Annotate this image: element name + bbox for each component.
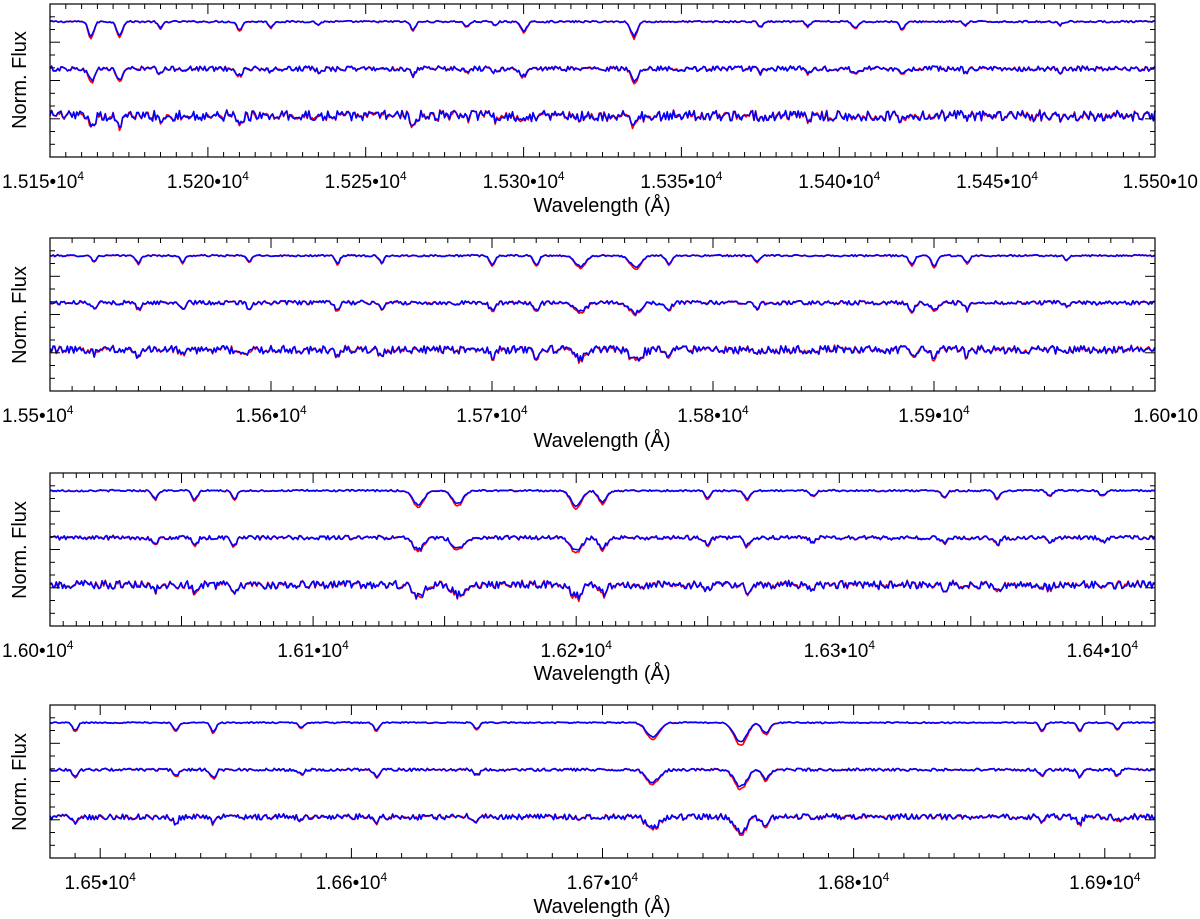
panel-1-frame bbox=[49, 3, 1156, 158]
panel-4-x-axis-label: Wavelength (Å) bbox=[533, 895, 670, 918]
x-tick-exponent: 4 bbox=[963, 403, 970, 417]
x-tick-label: 1.58•104 bbox=[677, 403, 749, 427]
model-spectrum-row-3 bbox=[49, 344, 1156, 362]
model-spectrum-row-1 bbox=[49, 253, 1156, 268]
panel-2-ticks: 1.55•104 1.56•104 1.57•104 1.58•104 1.59•104… bbox=[2, 237, 1198, 427]
x-tick-label: 1.68•104 bbox=[818, 870, 890, 894]
x-tick-exponent: 4 bbox=[129, 870, 136, 884]
x-tick-label: 1.525•104 bbox=[325, 169, 407, 193]
observed-spectrum-row-1 bbox=[49, 721, 1156, 746]
panel-1-model-spectra bbox=[49, 19, 1156, 129]
model-spectrum-row-1 bbox=[49, 721, 1156, 743]
panel-1-y-axis-label: Norm. Flux bbox=[9, 31, 31, 129]
panel-3-y-axis-label: Norm. Flux bbox=[9, 501, 31, 599]
x-tick-exponent: 4 bbox=[716, 169, 723, 183]
x-tick-exponent: 4 bbox=[883, 870, 890, 884]
x-tick-label: 1.62•104 bbox=[540, 638, 612, 662]
x-tick-exponent: 4 bbox=[742, 403, 749, 417]
model-spectrum-row-2 bbox=[49, 65, 1156, 83]
x-tick-exponent: 4 bbox=[521, 403, 528, 417]
panel-2-model-spectra bbox=[49, 253, 1156, 362]
x-tick-label: 1.65•104 bbox=[64, 870, 136, 894]
panel-2-x-axis-label: Wavelength (Å) bbox=[533, 429, 670, 452]
model-spectrum-row-3 bbox=[49, 579, 1156, 600]
panel-4-ticks: 1.65•104 1.66•104 1.67•104 1.68•104 1.69•104 bbox=[49, 704, 1156, 894]
x-tick-label: 1.69•104 bbox=[1069, 870, 1141, 894]
panel-3-x-axis-label: Wavelength (Å) bbox=[533, 662, 670, 685]
observed-spectrum-row-2 bbox=[49, 767, 1156, 791]
x-tick-exponent: 4 bbox=[868, 638, 875, 652]
x-tick-label: 1.56•104 bbox=[235, 403, 307, 427]
panel-2: 1.55•104 1.56•104 1.57•104 1.58•104 1.59•104… bbox=[2, 237, 1198, 452]
x-tick-exponent: 4 bbox=[380, 870, 387, 884]
model-spectrum-row-2 bbox=[49, 299, 1155, 316]
x-tick-exponent: 4 bbox=[67, 403, 74, 417]
x-tick-exponent: 4 bbox=[242, 169, 249, 183]
x-tick-label: 1.67•104 bbox=[567, 870, 639, 894]
panel-1-x-axis-label: Wavelength (Å) bbox=[533, 194, 670, 217]
model-spectrum-row-1 bbox=[49, 488, 1156, 508]
x-tick-exponent: 4 bbox=[558, 169, 565, 183]
panel-3-ticks: 1.60•104 1.61•104 1.62•104 1.63•104 1.64•104 bbox=[2, 472, 1156, 662]
x-tick-exponent: 4 bbox=[67, 638, 74, 652]
x-tick-exponent: 4 bbox=[300, 403, 307, 417]
x-tick-label: 1.60•104 bbox=[2, 638, 74, 662]
x-tick-exponent: 4 bbox=[400, 169, 407, 183]
x-tick-label: 1.545•104 bbox=[956, 169, 1038, 193]
x-tick-label: 1.55•104 bbox=[2, 403, 74, 427]
panel-3-observed-spectra bbox=[49, 488, 1156, 603]
panel-4-model-spectra bbox=[49, 721, 1156, 835]
x-tick-exponent: 4 bbox=[632, 870, 639, 884]
x-tick-label: 1.66•104 bbox=[316, 870, 388, 894]
panel-2-observed-spectra bbox=[49, 253, 1156, 364]
x-tick-exponent: 4 bbox=[605, 638, 612, 652]
x-tick-exponent: 4 bbox=[874, 169, 881, 183]
model-spectrum-row-1 bbox=[49, 19, 1156, 38]
panel-3: 1.60•104 1.61•104 1.62•104 1.63•104 1.64•104… bbox=[2, 472, 1156, 685]
x-tick-label: 1.61•104 bbox=[277, 638, 349, 662]
x-tick-label: 1.60•10 bbox=[1133, 406, 1198, 427]
x-tick-label: 1.57•104 bbox=[456, 403, 528, 427]
model-spectrum-row-3 bbox=[49, 109, 1156, 129]
x-tick-label: 1.550•10 bbox=[1123, 172, 1198, 193]
x-tick-label: 1.515•104 bbox=[2, 169, 84, 193]
x-tick-exponent: 4 bbox=[1031, 169, 1038, 183]
x-tick-exponent: 4 bbox=[342, 638, 349, 652]
panel-2-frame bbox=[49, 237, 1156, 392]
x-tick-label: 1.59•104 bbox=[898, 403, 970, 427]
panel-1-ticks: 1.515•104 1.520•104 1.525•104 1.530•104 1.53… bbox=[2, 3, 1198, 193]
x-tick-exponent: 4 bbox=[77, 169, 84, 183]
x-tick-label: 1.520•104 bbox=[167, 169, 249, 193]
x-tick-label: 1.63•104 bbox=[804, 638, 876, 662]
model-spectrum-row-2 bbox=[49, 534, 1156, 551]
x-tick-label: 1.535•104 bbox=[640, 169, 722, 193]
panel-4-y-axis-label: Norm. Flux bbox=[9, 733, 31, 831]
x-tick-exponent: 4 bbox=[1134, 870, 1141, 884]
x-tick-label: 1.64•104 bbox=[1067, 638, 1139, 662]
model-spectrum-row-3 bbox=[49, 813, 1156, 835]
model-spectrum-row-2 bbox=[49, 767, 1156, 788]
panel-1: 1.515•104 1.520•104 1.525•104 1.530•104 1.53… bbox=[2, 3, 1198, 217]
observed-spectrum-row-1 bbox=[49, 488, 1156, 510]
x-tick-label: 1.530•104 bbox=[483, 169, 565, 193]
x-tick-exponent: 4 bbox=[1131, 638, 1138, 652]
panel-4: 1.65•104 1.66•104 1.67•104 1.68•104 1.69•104… bbox=[9, 704, 1156, 918]
panel-2-y-axis-label: Norm. Flux bbox=[9, 266, 31, 364]
x-tick-label: 1.540•104 bbox=[798, 169, 880, 193]
observed-spectrum-row-1 bbox=[49, 19, 1156, 41]
panel-3-model-spectra bbox=[49, 488, 1156, 600]
